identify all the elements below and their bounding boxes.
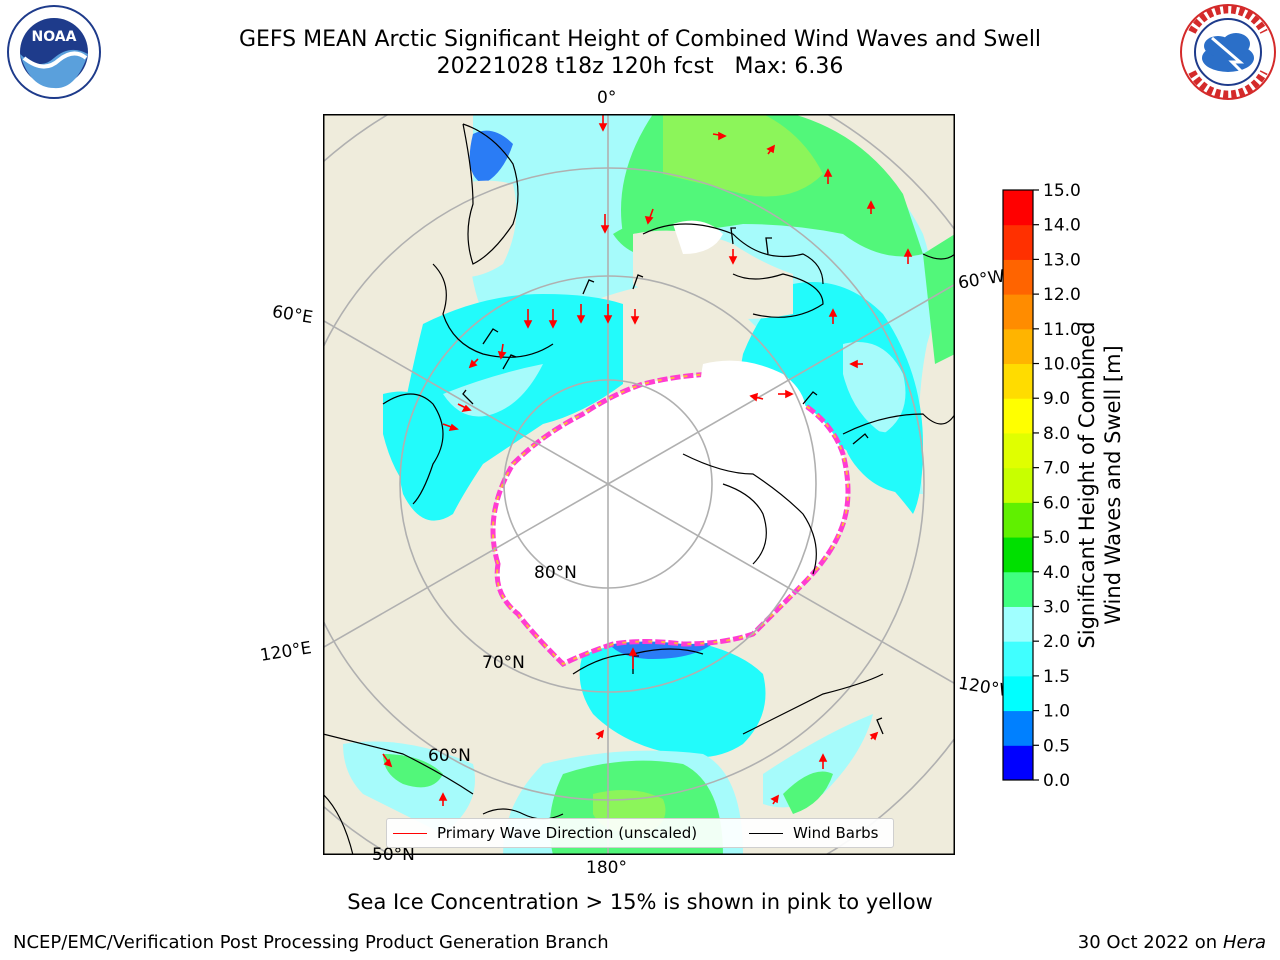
colorbar-segment <box>1003 432 1033 469</box>
colorbar-segment <box>1003 537 1033 573</box>
noaa-logo: NOAA <box>7 5 101 99</box>
colorbar-tick-label: 0.0 <box>1043 771 1070 791</box>
lat-label-60n: 60°N <box>428 746 471 766</box>
colorbar-segment <box>1003 745 1033 781</box>
colorbar-segment <box>1003 294 1033 330</box>
ocean-bering <box>579 640 766 758</box>
land-greenland <box>633 230 793 319</box>
ocean-hudson <box>843 430 918 494</box>
colorbar-segment <box>1003 259 1033 295</box>
colorbar-segment <box>1003 398 1033 434</box>
lon-label-60e: 60°E <box>270 301 315 329</box>
footer-credit: NCEP/EMC/Verification Post Processing Pr… <box>13 932 609 953</box>
sea-ice-footnote: Sea Ice Concentration > 15% is shown in … <box>347 890 933 914</box>
colorbar-segment <box>1003 641 1033 677</box>
lon-label-0: 0° <box>597 88 617 108</box>
colorbar-segment <box>1003 710 1033 746</box>
nws-logo <box>1180 4 1276 100</box>
colorbar-tick-label: 1.0 <box>1043 702 1070 722</box>
colorbar-tick-label: 9.0 <box>1043 389 1070 409</box>
colorbar-segment <box>1003 606 1033 642</box>
footer-date: 30 Oct 2022 on Hera <box>1078 932 1266 953</box>
colorbar-segment <box>1003 502 1033 538</box>
map-subtitle: 20221028 t18z 120h fcst Max: 6.36 <box>436 54 844 79</box>
colorbar-segment <box>1003 675 1033 712</box>
lat-label-80n: 80°N <box>534 563 577 583</box>
map-panel <box>323 114 955 855</box>
land-greenland-interior <box>700 360 806 448</box>
colorbar-tick-label: 2.0 <box>1043 632 1070 652</box>
colorbar-tick-label: 10.0 <box>1043 355 1081 375</box>
map-legend: Primary Wave Direction (unscaled) Wind B… <box>386 818 894 848</box>
legend-label-wave-direction: Primary Wave Direction (unscaled) <box>437 824 698 842</box>
colorbar-segment <box>1003 224 1033 260</box>
colorbar-title-line2: Wind Waves and Swell [m] <box>1101 345 1125 625</box>
colorbar-tick-label: 6.0 <box>1043 493 1070 513</box>
noaa-logo-text: NOAA <box>32 29 77 45</box>
colorbar-segment <box>1003 363 1033 399</box>
colorbar: 0.0 0.5 1.0 1.5 2.0 3.0 4.0 5.0 6.0 7.0 8.0 9.0 10.0… <box>1002 181 1081 791</box>
colorbar-segment <box>1003 190 1033 226</box>
colorbar-tick-label: 1.5 <box>1043 667 1070 687</box>
legend-label-wind-barbs: Wind Barbs <box>793 824 879 842</box>
colorbar-segment <box>1003 571 1033 607</box>
colorbar-tick-label: 3.0 <box>1043 597 1070 617</box>
colorbar-tick-label: 5.0 <box>1043 528 1070 548</box>
colorbar-tick-label: 7.0 <box>1043 459 1070 479</box>
colorbar-tick-label: 14.0 <box>1043 216 1081 236</box>
wind-barbs <box>462 227 884 735</box>
colorbar-tick-label: 13.0 <box>1043 250 1081 270</box>
ocean-barents <box>398 294 623 521</box>
lat-label-70n: 70°N <box>482 653 525 673</box>
colorbar-tick-label: 12.0 <box>1043 285 1081 305</box>
colorbar-tick-label: 4.0 <box>1043 563 1070 583</box>
colorbar-tick-label: 0.5 <box>1043 736 1070 756</box>
graticule <box>323 114 955 855</box>
coastlines <box>323 123 955 855</box>
map-title: GEFS MEAN Arctic Significant Height of C… <box>238 27 1042 52</box>
footer-date-text: 30 Oct 2022 on <box>1077 932 1218 953</box>
colorbar-title-line1: Significant Height of Combined <box>1075 321 1099 649</box>
legend-swatch-black-line <box>749 832 783 834</box>
land-scandinavia <box>429 180 517 278</box>
legend-swatch-red-line <box>393 832 427 834</box>
legend-item-wind-barbs: Wind Barbs <box>749 824 878 842</box>
wave-direction-arrows <box>382 114 913 806</box>
legend-item-wave-direction: Primary Wave Direction (unscaled) <box>393 824 697 842</box>
lat-label-50n: 50°N <box>372 845 415 865</box>
colorbar-tick-label: 15.0 <box>1043 181 1081 201</box>
footer-host: Hera <box>1222 932 1266 953</box>
colorbar-tick-label: 8.0 <box>1043 424 1070 444</box>
lon-label-180: 180° <box>586 858 627 878</box>
colorbar-segment <box>1003 328 1033 365</box>
colorbar-tick-label: 11.0 <box>1043 320 1081 340</box>
lon-label-120e: 120°E <box>258 638 313 666</box>
colorbar-segment <box>1003 467 1033 503</box>
